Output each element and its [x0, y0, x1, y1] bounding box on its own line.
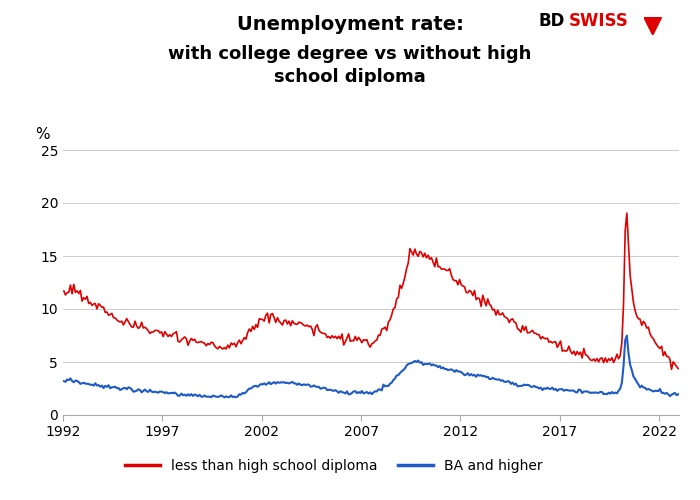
Polygon shape — [644, 18, 661, 35]
Text: BD: BD — [539, 12, 566, 30]
Text: %: % — [35, 127, 50, 142]
Text: Unemployment rate:: Unemployment rate: — [237, 15, 463, 34]
Legend: less than high school diploma, BA and higher: less than high school diploma, BA and hi… — [120, 454, 548, 479]
Text: with college degree vs without high
school diploma: with college degree vs without high scho… — [168, 45, 532, 86]
Text: SWISS: SWISS — [568, 12, 628, 30]
